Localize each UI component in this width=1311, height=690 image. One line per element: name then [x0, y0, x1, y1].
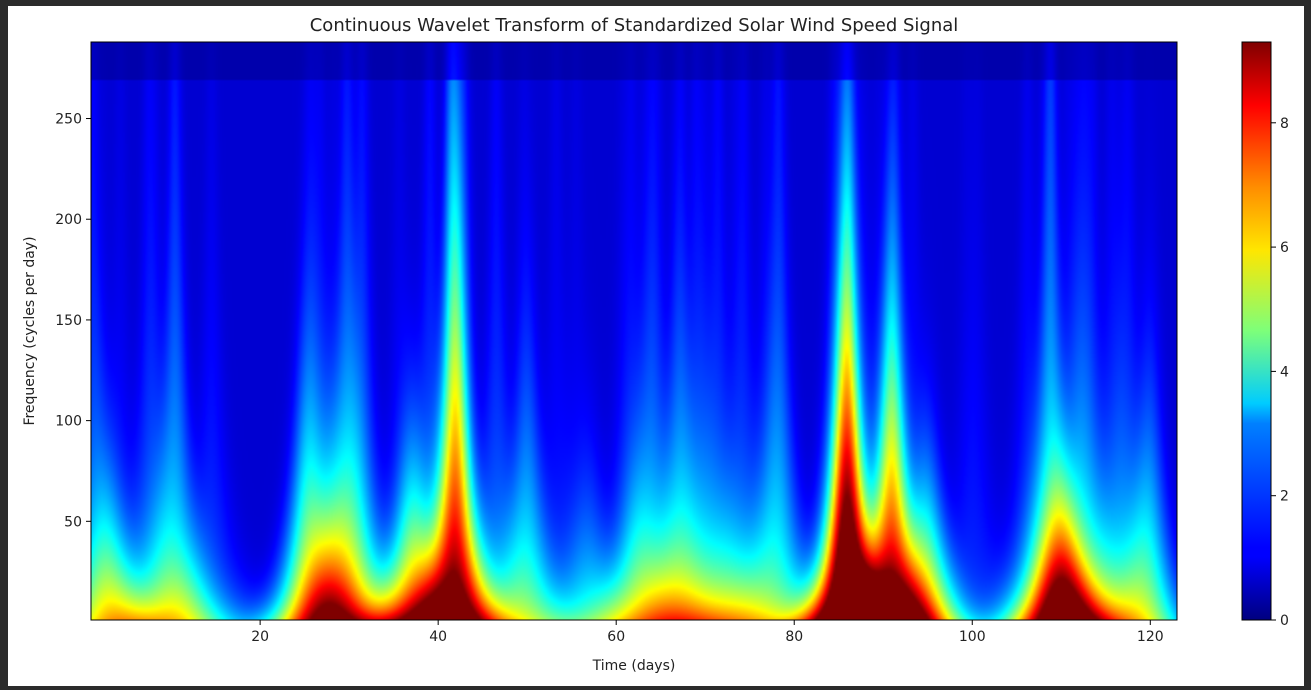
x-tick-label: 80 [785, 629, 803, 645]
wavelet-chart: Continuous Wavelet Transform of Standard… [22, 15, 1289, 674]
colorbar-tick-label: 8 [1280, 116, 1289, 132]
y-tick-label: 200 [55, 212, 82, 228]
y-tick-label: 250 [55, 112, 82, 128]
heatmap-image [91, 42, 1177, 620]
colorbar-tick-label: 2 [1280, 489, 1289, 505]
colorbar: 0 2 4 6 8 [1241, 41, 1289, 629]
colorbar-tick-label: 0 [1280, 613, 1289, 629]
colorbar-frame [1241, 41, 1272, 621]
x-tick-label: 40 [429, 629, 447, 645]
x-tick-label: 20 [251, 629, 269, 645]
y-tick-label: 150 [55, 313, 82, 329]
plot-frame [90, 41, 1178, 621]
y-tick-label: 50 [64, 514, 82, 530]
figure: Continuous Wavelet Transform of Standard… [8, 6, 1304, 686]
colorbar-gradient [1242, 42, 1271, 620]
colorbar-ticks: 0 2 4 6 8 [1271, 116, 1289, 629]
x-axis-label: Time (days) [592, 658, 676, 674]
colorbar-tick-label: 6 [1280, 240, 1289, 256]
colorbar-tick-label: 4 [1280, 364, 1289, 380]
x-axis: 20 40 60 80 100 120 [251, 620, 1164, 645]
plot-area [90, 41, 1178, 621]
y-tick-label: 100 [55, 414, 82, 430]
y-axis-label: Frequency (cycles per day) [22, 236, 38, 425]
x-tick-label: 120 [1137, 629, 1164, 645]
chart-title: Continuous Wavelet Transform of Standard… [310, 15, 959, 36]
y-axis: 50 100 150 200 250 [55, 112, 91, 530]
x-tick-label: 60 [607, 629, 625, 645]
x-tick-label: 100 [959, 629, 986, 645]
